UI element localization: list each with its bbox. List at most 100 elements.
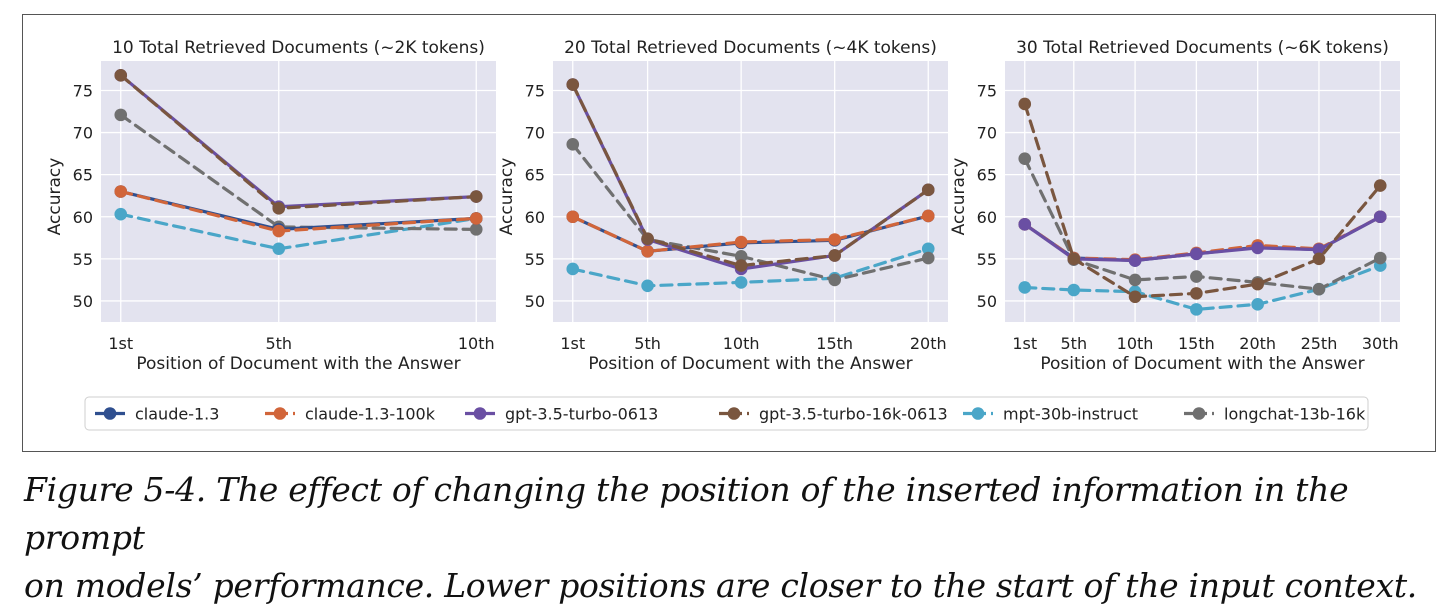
series-line bbox=[571, 214, 930, 253]
data-point bbox=[828, 273, 841, 287]
data-point bbox=[272, 242, 286, 256]
chart-title: 30 Total Retrieved Documents (~6K tokens… bbox=[1016, 38, 1389, 58]
x-axis-label: Position of Document with the Answer bbox=[588, 354, 912, 374]
legend-label: longchat-13b-16k bbox=[1224, 405, 1366, 424]
x-tick-label: 15th bbox=[1178, 334, 1215, 353]
y-tick-label: 60 bbox=[977, 208, 997, 227]
legend-item: claude-1.3 bbox=[95, 405, 219, 424]
legend-marker bbox=[1192, 407, 1206, 420]
caption-line-2: on models’ performance. Lower positions … bbox=[24, 566, 1418, 605]
legend-marker bbox=[727, 407, 741, 420]
x-tick-label: 1st bbox=[1012, 334, 1037, 353]
legend-item: longchat-13b-16k bbox=[1184, 405, 1366, 424]
data-point bbox=[114, 185, 128, 198]
chart-panel-3: 50 55 60 65 70 75 1st 5th 10th 15th 20th 25th 30th 30… bbox=[949, 38, 1400, 374]
data-point bbox=[1190, 303, 1203, 316]
data-point bbox=[272, 202, 286, 215]
figure-caption: Figure 5-4. The effect of changing the p… bbox=[24, 466, 1444, 610]
data-point bbox=[566, 210, 580, 224]
data-point bbox=[114, 108, 128, 122]
y-tick-label: 75 bbox=[525, 81, 545, 100]
y-tick-label: 50 bbox=[525, 292, 545, 311]
data-point bbox=[1018, 281, 1032, 294]
y-tick-label: 65 bbox=[73, 166, 93, 185]
data-point bbox=[1067, 252, 1081, 266]
series-gpt-3.5-turbo-16k-0613 bbox=[114, 69, 483, 215]
x-tick-label: 25th bbox=[1301, 334, 1338, 353]
series-claude-1.3-100k bbox=[114, 185, 483, 238]
data-point bbox=[1373, 179, 1387, 192]
legend: claude-1.3 claude-1.3-100k gpt-3.5-turbo-0… bbox=[84, 396, 1369, 431]
data-point bbox=[1128, 273, 1142, 287]
data-point bbox=[1251, 277, 1264, 291]
x-tick-label: 20th bbox=[1239, 334, 1276, 353]
y-axis-label: Accuracy bbox=[497, 158, 517, 236]
data-point bbox=[272, 224, 286, 238]
plot-area bbox=[1005, 61, 1400, 322]
data-point bbox=[1251, 241, 1264, 255]
chart-title: 20 Total Retrieved Documents (~4K tokens… bbox=[564, 38, 937, 58]
y-tick-label: 50 bbox=[73, 292, 93, 311]
y-axis-label: Accuracy bbox=[949, 158, 969, 236]
data-point bbox=[469, 190, 483, 203]
data-point bbox=[734, 259, 748, 272]
data-point bbox=[1251, 298, 1264, 311]
data-point bbox=[566, 78, 580, 91]
y-tick-label: 55 bbox=[977, 250, 997, 269]
data-point bbox=[734, 250, 748, 263]
x-axis-label: Position of Document with the Answer bbox=[136, 354, 460, 374]
data-point bbox=[921, 183, 935, 197]
legend-item: gpt-3.5-turbo-0613 bbox=[465, 405, 658, 424]
legend-label: mpt-30b-instruct bbox=[1003, 405, 1138, 424]
caption-line-1: Figure 5-4. The effect of changing the p… bbox=[24, 470, 1349, 557]
chart-panel-1: 50 55 60 65 70 75 1st 5th 10th 10 Total Retrieved… bbox=[45, 38, 496, 374]
series-gpt-3.5-turbo-16k-0613 bbox=[566, 78, 935, 272]
x-tick-label: 10th bbox=[458, 334, 495, 353]
legend-item: mpt-30b-instruct bbox=[963, 405, 1138, 424]
y-tick-label: 65 bbox=[525, 166, 545, 185]
y-tick-label: 55 bbox=[525, 250, 545, 269]
data-point bbox=[1190, 287, 1203, 300]
y-tick-label: 60 bbox=[73, 208, 93, 227]
legend-item: gpt-3.5-turbo-16k-0613 bbox=[719, 405, 948, 424]
y-tick-label: 75 bbox=[73, 81, 93, 100]
data-point bbox=[921, 209, 935, 223]
data-point bbox=[1018, 218, 1032, 231]
x-axis-label: Position of Document with the Answer bbox=[1040, 354, 1364, 374]
data-point bbox=[1128, 254, 1142, 267]
y-tick-label: 70 bbox=[525, 124, 545, 143]
legend-label: claude-1.3-100k bbox=[305, 405, 436, 424]
data-point bbox=[114, 207, 128, 221]
legend-label: gpt-3.5-turbo-0613 bbox=[505, 405, 658, 424]
data-point bbox=[566, 262, 580, 276]
data-point bbox=[1067, 283, 1081, 297]
data-point bbox=[1018, 152, 1032, 165]
data-point bbox=[1373, 251, 1387, 265]
x-tick-label: 5th bbox=[634, 334, 661, 353]
series-gpt-3.5-turbo-16k-0613 bbox=[1018, 97, 1387, 304]
data-point bbox=[1312, 252, 1326, 266]
series-mpt-30b-instruct bbox=[566, 242, 935, 293]
data-point bbox=[921, 242, 935, 256]
y-tick-label: 55 bbox=[73, 250, 93, 269]
x-tick-label: 20th bbox=[910, 334, 947, 353]
data-point bbox=[641, 244, 654, 258]
data-point bbox=[734, 235, 748, 249]
y-axis-label: Accuracy bbox=[45, 158, 65, 236]
data-point bbox=[469, 223, 483, 236]
data-point bbox=[734, 276, 748, 289]
x-tick-label: 10th bbox=[723, 334, 760, 353]
data-point bbox=[1312, 282, 1326, 296]
legend-label: gpt-3.5-turbo-16k-0613 bbox=[759, 405, 948, 424]
y-tick-label: 65 bbox=[977, 166, 997, 185]
y-tick-label: 60 bbox=[525, 208, 545, 227]
legend-label: claude-1.3 bbox=[135, 405, 219, 424]
data-point bbox=[566, 138, 580, 151]
y-tick-label: 70 bbox=[73, 124, 93, 143]
x-tick-label: 1st bbox=[108, 334, 133, 353]
series-line bbox=[119, 113, 478, 231]
x-tick-label: 10th bbox=[1117, 334, 1154, 353]
legend-marker bbox=[473, 407, 487, 420]
data-point bbox=[1128, 290, 1142, 304]
legend-marker bbox=[273, 407, 287, 420]
